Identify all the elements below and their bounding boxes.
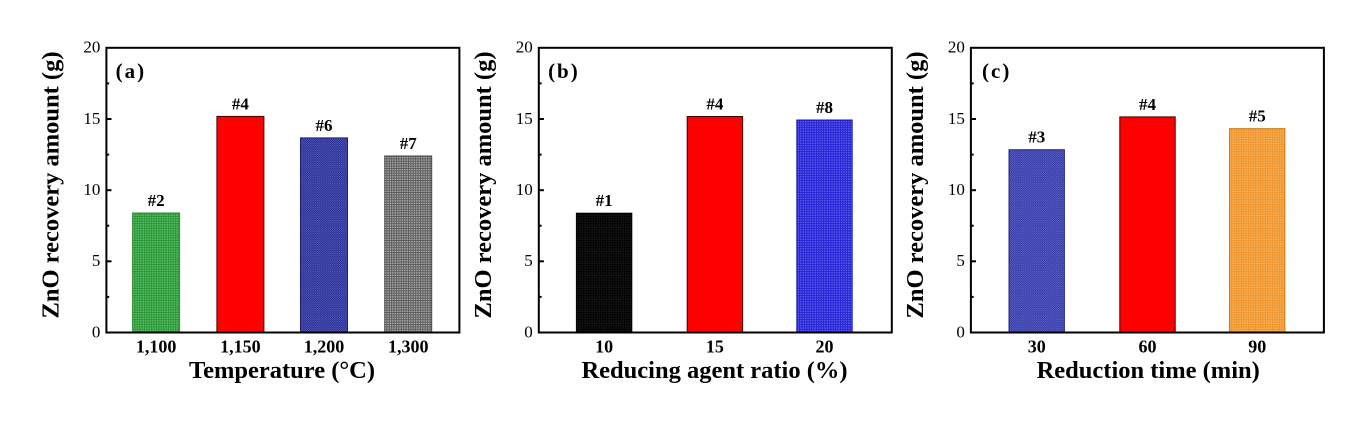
svg-text:20: 20 — [816, 337, 834, 357]
svg-text:0: 0 — [524, 322, 533, 341]
svg-text:20: 20 — [948, 38, 965, 57]
svg-text:0: 0 — [92, 322, 101, 341]
svg-text:20: 20 — [83, 38, 100, 57]
svg-text:Reduction time (min): Reduction time (min) — [1037, 357, 1260, 384]
svg-text:ZnO recovery amount (g): ZnO recovery amount (g) — [902, 52, 929, 319]
svg-text:90: 90 — [1248, 337, 1266, 357]
svg-text:5: 5 — [956, 251, 965, 270]
svg-text:15: 15 — [516, 109, 533, 128]
svg-text:0: 0 — [956, 322, 965, 341]
svg-text:15: 15 — [948, 109, 965, 128]
svg-text:5: 5 — [524, 251, 533, 270]
svg-text:1,200: 1,200 — [304, 337, 345, 357]
svg-text:#2: #2 — [148, 191, 165, 210]
svg-text:#4: #4 — [1139, 95, 1157, 114]
svg-text:1,150: 1,150 — [220, 337, 261, 357]
svg-text:(c): (c) — [982, 59, 1011, 83]
svg-text:15: 15 — [706, 337, 724, 357]
svg-text:10: 10 — [516, 180, 533, 199]
svg-text:1,100: 1,100 — [136, 337, 177, 357]
svg-text:#3: #3 — [1028, 128, 1045, 147]
svg-text:#5: #5 — [1249, 107, 1266, 126]
svg-text:#6: #6 — [316, 116, 333, 135]
svg-text:Reducing agent ratio (%): Reducing agent ratio (%) — [581, 357, 847, 384]
svg-text:30: 30 — [1028, 337, 1046, 357]
svg-text:60: 60 — [1139, 337, 1157, 357]
svg-text:#7: #7 — [400, 134, 418, 153]
svg-text:20: 20 — [516, 38, 533, 57]
svg-text:10: 10 — [595, 337, 613, 357]
svg-text:1,300: 1,300 — [388, 337, 429, 357]
svg-text:#8: #8 — [816, 98, 833, 117]
svg-text:#1: #1 — [596, 191, 613, 210]
svg-text:ZnO recovery amount (g): ZnO recovery amount (g) — [38, 52, 65, 319]
svg-text:(b): (b) — [548, 59, 580, 83]
svg-text:Temperature (°C): Temperature (°C) — [189, 357, 375, 384]
svg-text:#4: #4 — [706, 95, 724, 114]
svg-text:15: 15 — [83, 109, 100, 128]
svg-text:5: 5 — [92, 251, 101, 270]
svg-text:10: 10 — [948, 180, 965, 199]
svg-text:10: 10 — [83, 180, 100, 199]
svg-text:#4: #4 — [232, 94, 250, 113]
svg-text:(a): (a) — [116, 59, 147, 83]
svg-text:ZnO recovery amount (g): ZnO recovery amount (g) — [470, 52, 497, 319]
